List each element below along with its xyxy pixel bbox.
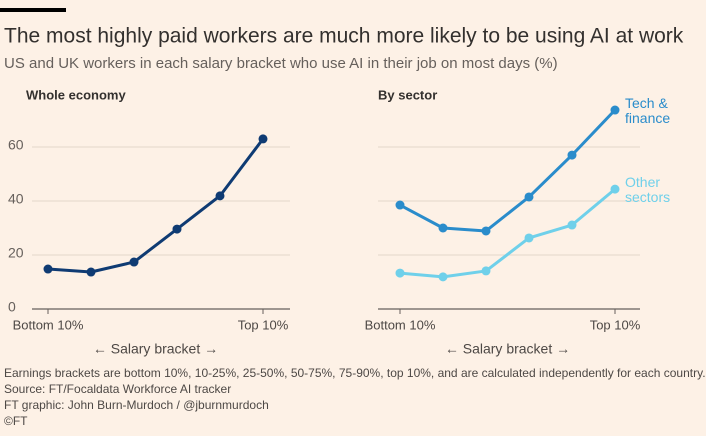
data-point bbox=[129, 257, 139, 267]
copyright: ©FT bbox=[4, 414, 28, 428]
data-point bbox=[610, 184, 620, 194]
y-tick-label: 60 bbox=[8, 137, 24, 153]
x-axis-label: ← Salary bracket → bbox=[93, 341, 218, 357]
data-point bbox=[438, 272, 448, 282]
legend-label: Other sectors bbox=[625, 174, 671, 206]
data-point bbox=[481, 266, 491, 276]
data-point bbox=[524, 192, 534, 202]
data-point bbox=[172, 224, 182, 234]
x-tick-label: Top 10% bbox=[590, 317, 641, 332]
ft-bar bbox=[0, 8, 66, 12]
data-point bbox=[610, 105, 620, 115]
title: The most highly paid workers are much mo… bbox=[4, 25, 684, 48]
data-line bbox=[47, 137, 265, 274]
source: Source: FT/Focaldata Workforce AI tracke… bbox=[4, 382, 231, 396]
data-point bbox=[567, 150, 577, 160]
y-tick-label: 0 bbox=[8, 299, 16, 315]
data-point bbox=[567, 220, 577, 230]
data-point bbox=[481, 226, 491, 236]
x-tick-label: Bottom 10% bbox=[13, 317, 84, 332]
data-point bbox=[395, 200, 405, 210]
x-tick-label: Top 10% bbox=[238, 317, 289, 332]
panel-title: By sector bbox=[378, 87, 437, 102]
data-point bbox=[524, 233, 534, 243]
data-point bbox=[395, 268, 405, 278]
y-tick-label: 40 bbox=[8, 191, 24, 207]
data-point bbox=[43, 264, 53, 274]
y-tick-label: 20 bbox=[8, 245, 24, 261]
data-point bbox=[438, 223, 448, 233]
footnote: Earnings brackets are bottom 10%, 10-25%… bbox=[4, 366, 706, 380]
x-tick-label: Bottom 10% bbox=[365, 317, 436, 332]
panel-title: Whole economy bbox=[26, 87, 126, 102]
data-point bbox=[215, 191, 225, 201]
subtitle: US and UK workers in each salary bracket… bbox=[4, 55, 558, 72]
x-axis-label: ← Salary bracket → bbox=[445, 341, 570, 357]
data-line bbox=[399, 187, 616, 279]
legend-label: Tech & finance bbox=[625, 95, 671, 126]
data-line bbox=[399, 108, 617, 233]
data-point bbox=[258, 134, 268, 144]
credit: FT graphic: John Burn-Murdoch / @jburnmu… bbox=[4, 398, 269, 412]
data-point bbox=[86, 267, 96, 277]
